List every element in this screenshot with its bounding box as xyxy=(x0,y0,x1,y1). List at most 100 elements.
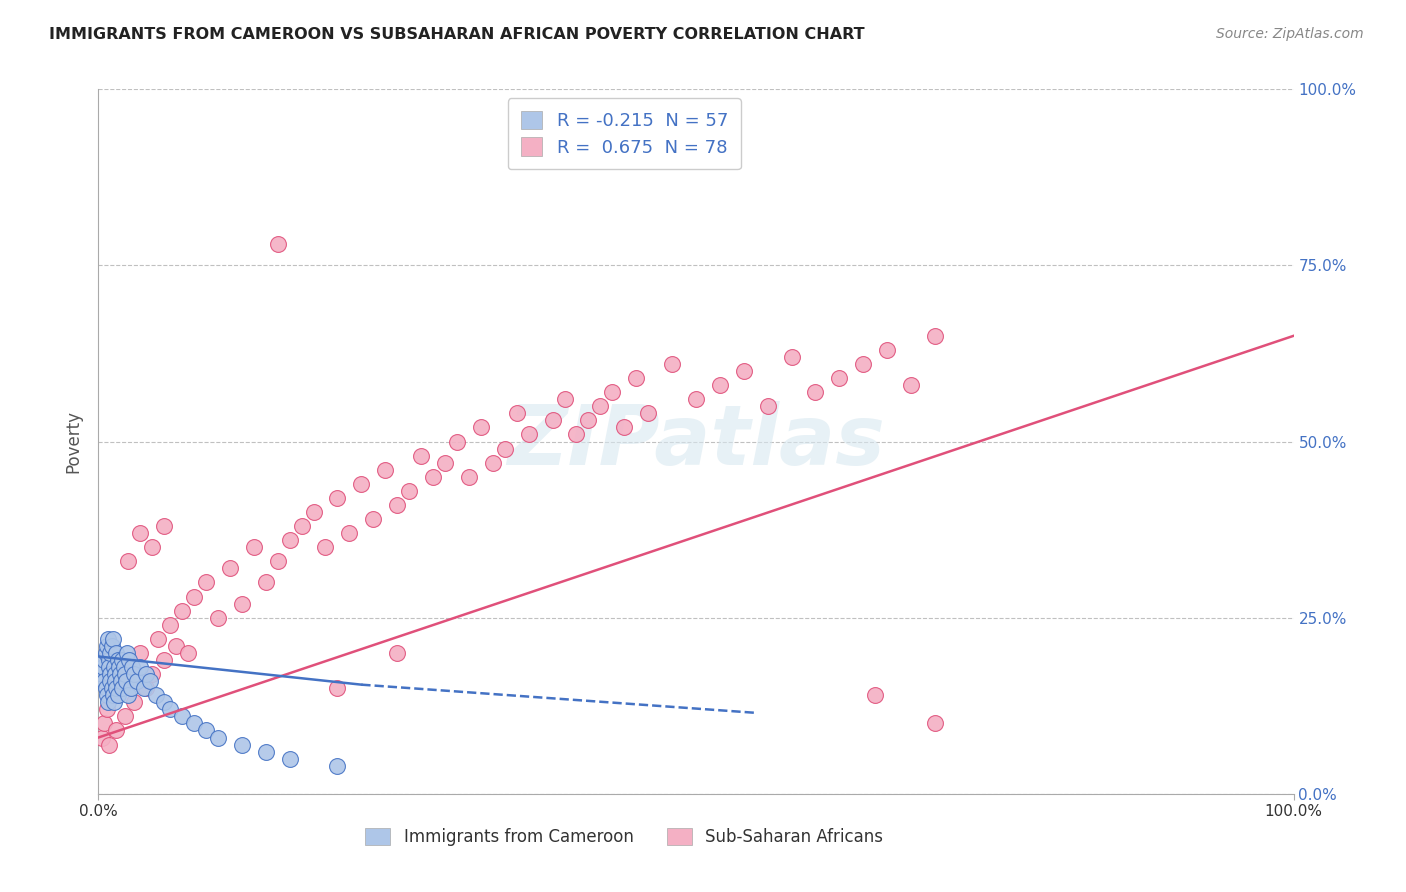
Point xyxy=(339,526,361,541)
Point xyxy=(172,604,194,618)
Point xyxy=(98,674,122,689)
Point xyxy=(589,399,612,413)
Point xyxy=(101,688,124,702)
Point xyxy=(900,378,922,392)
Point xyxy=(195,575,218,590)
Point xyxy=(458,469,481,483)
Point xyxy=(613,420,636,434)
Point xyxy=(94,681,117,696)
Point xyxy=(148,632,170,646)
Point xyxy=(350,476,373,491)
Point xyxy=(207,731,229,745)
Point xyxy=(111,681,134,696)
Y-axis label: Poverty: Poverty xyxy=(65,410,83,473)
Point xyxy=(733,364,755,378)
Point xyxy=(101,632,124,646)
Point xyxy=(110,674,132,689)
Point xyxy=(112,660,135,674)
Point xyxy=(326,491,349,505)
Point xyxy=(219,561,242,575)
Point xyxy=(165,639,187,653)
Point xyxy=(254,745,277,759)
Point xyxy=(780,350,803,364)
Text: Source: ZipAtlas.com: Source: ZipAtlas.com xyxy=(1216,27,1364,41)
Point xyxy=(876,343,898,357)
Point xyxy=(103,695,125,709)
Point xyxy=(626,371,648,385)
Point xyxy=(104,667,127,681)
Point xyxy=(115,646,138,660)
Point xyxy=(93,653,115,667)
Point xyxy=(434,456,457,470)
Point xyxy=(93,674,115,689)
Point xyxy=(924,716,946,731)
Point xyxy=(231,738,253,752)
Point xyxy=(121,660,143,674)
Point xyxy=(506,406,529,420)
Point xyxy=(828,371,851,385)
Point xyxy=(302,505,325,519)
Point xyxy=(108,667,131,681)
Point xyxy=(124,667,146,681)
Point xyxy=(103,660,125,674)
Point xyxy=(231,597,253,611)
Point xyxy=(111,653,134,667)
Point xyxy=(107,653,129,667)
Point xyxy=(207,610,229,624)
Point xyxy=(97,632,120,646)
Point xyxy=(254,575,277,590)
Point xyxy=(96,639,118,653)
Point xyxy=(756,399,779,413)
Point xyxy=(129,526,152,541)
Point xyxy=(101,688,124,702)
Point xyxy=(865,688,887,702)
Point xyxy=(804,385,827,400)
Point xyxy=(554,392,576,407)
Point xyxy=(97,695,120,709)
Point xyxy=(398,483,420,498)
Point xyxy=(278,533,301,548)
Point xyxy=(117,688,139,702)
Point xyxy=(159,617,181,632)
Point xyxy=(118,653,141,667)
Point xyxy=(114,709,136,723)
Point xyxy=(91,731,114,745)
Point xyxy=(107,688,129,702)
Legend: Immigrants from Cameroon, Sub-Saharan Africans: Immigrants from Cameroon, Sub-Saharan Af… xyxy=(359,821,890,853)
Point xyxy=(93,716,115,731)
Point xyxy=(363,512,385,526)
Point xyxy=(104,674,127,689)
Point xyxy=(114,667,136,681)
Point xyxy=(243,541,266,555)
Point xyxy=(145,688,167,702)
Point xyxy=(108,674,131,689)
Point xyxy=(153,653,176,667)
Point xyxy=(278,751,301,765)
Point xyxy=(125,674,148,689)
Point xyxy=(709,378,731,392)
Point xyxy=(374,463,396,477)
Point xyxy=(91,660,114,674)
Point xyxy=(129,646,152,660)
Point xyxy=(132,681,155,696)
Point xyxy=(267,237,290,252)
Point xyxy=(326,681,349,696)
Point xyxy=(141,667,163,681)
Point xyxy=(100,681,122,696)
Point xyxy=(446,434,468,449)
Point xyxy=(141,541,163,555)
Text: IMMIGRANTS FROM CAMEROON VS SUBSAHARAN AFRICAN POVERTY CORRELATION CHART: IMMIGRANTS FROM CAMEROON VS SUBSAHARAN A… xyxy=(49,27,865,42)
Point xyxy=(135,667,157,681)
Point xyxy=(105,646,128,660)
Point xyxy=(120,681,142,696)
Point xyxy=(98,653,121,667)
Point xyxy=(326,758,349,772)
Point xyxy=(124,695,146,709)
Point xyxy=(422,469,444,483)
Point xyxy=(172,709,194,723)
Point xyxy=(115,674,138,689)
Point xyxy=(98,646,122,660)
Point xyxy=(129,660,152,674)
Point xyxy=(267,554,290,568)
Point xyxy=(117,554,139,568)
